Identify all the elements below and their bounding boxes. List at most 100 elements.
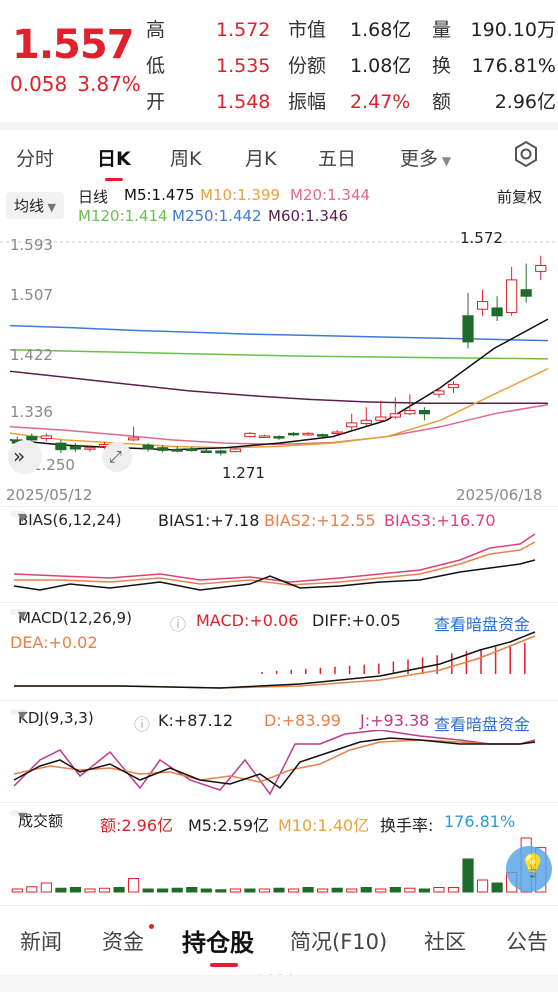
turnover-bar — [98, 887, 111, 893]
candle-body — [476, 300, 489, 310]
value-low: 1.535 — [216, 55, 271, 77]
legend-m20: M20:1.344 — [290, 186, 371, 204]
turnover-bar — [186, 887, 198, 893]
candle-body — [128, 437, 140, 441]
price-tick-5: 1.250 — [32, 456, 75, 474]
tab-more[interactable]: 更多 ▼ — [400, 144, 451, 171]
candle-body — [346, 422, 358, 428]
turnover-bar — [128, 878, 140, 893]
notification-dot — [149, 924, 154, 929]
m250-line — [9, 324, 549, 342]
m60-line — [9, 370, 548, 405]
bias3-value: BIAS3:+16.70 — [384, 511, 496, 530]
macd-chart — [14, 631, 536, 689]
nav-profile-f10[interactable]: 简况(F10) — [290, 930, 388, 954]
bias-select[interactable]: BIAS(6,12,24) ▼ — [10, 511, 121, 529]
turnover-bar — [433, 887, 445, 893]
active-tab-indicator — [210, 963, 238, 967]
diff-value: DIFF:+0.05 — [312, 611, 401, 630]
indicator-select[interactable]: 均线 ▼ — [6, 192, 64, 219]
tab-intraday[interactable]: 分时 — [16, 148, 55, 170]
price-tick-2: 1.507 — [10, 286, 53, 304]
bias2-line — [14, 541, 536, 586]
label-volume: 量 — [432, 19, 452, 41]
candle-body — [535, 265, 547, 272]
assistant-button[interactable]: 💡 — [506, 846, 552, 892]
tab-daily-k[interactable]: 日K — [97, 144, 131, 181]
nav-announcements[interactable]: 公告 — [506, 930, 548, 954]
macd-select[interactable]: MACD(12,26,9) ▼ — [10, 609, 132, 627]
turnover-m5: M5:2.59亿 — [188, 816, 270, 835]
divider — [0, 700, 558, 701]
fullscreen-button[interactable]: ⤢ — [102, 442, 132, 472]
value-volume: 190.10万 — [470, 19, 556, 41]
turnover-bar — [375, 888, 387, 893]
d-value: D:+83.99 — [264, 711, 341, 730]
value-high: 1.572 — [216, 19, 271, 41]
nav-funds[interactable]: 资金 — [102, 930, 144, 954]
value-turnover: 176.81% — [471, 55, 556, 77]
macd-value: MACD:+0.06 — [196, 611, 299, 630]
candle-body — [302, 432, 314, 436]
turnover-bar — [462, 858, 474, 893]
divider — [0, 602, 558, 603]
candle-body — [433, 390, 445, 395]
bias-chart — [13, 533, 536, 591]
divider — [0, 506, 558, 507]
legend-m60: M60:1.346 — [268, 207, 349, 225]
expand-button[interactable]: » — [8, 440, 42, 474]
turnover-bar — [26, 886, 38, 893]
nav-holdings[interactable]: 持仓股 — [182, 929, 254, 957]
nav-news[interactable]: 新闻 — [20, 930, 62, 954]
bias-select-label: BIAS(6,12,24) — [18, 511, 122, 529]
settings-gear-icon[interactable] — [512, 140, 540, 168]
adjust-mode[interactable]: 前复权 — [497, 188, 543, 206]
bias3-line — [13, 533, 536, 583]
candle-body — [462, 315, 474, 343]
candlestick-chart[interactable] — [0, 228, 558, 480]
tab-five-day[interactable]: 五日 — [318, 148, 357, 170]
turnover-bar — [491, 882, 503, 893]
candle-body — [491, 307, 503, 317]
label-amplitude: 振幅 — [288, 91, 327, 113]
candle-body — [157, 447, 169, 451]
candle-body — [142, 444, 154, 450]
quote-col-2: 市值 1.68亿 份额 1.08亿 振幅 2.47% — [288, 12, 411, 120]
caret-down-icon: ▼ — [18, 511, 27, 524]
dark-pool-link[interactable]: 查看暗盘资金 — [434, 615, 531, 634]
turnover-bar — [171, 887, 183, 893]
dark-pool-link[interactable]: 查看暗盘资金 — [434, 715, 531, 734]
section-separator — [0, 122, 558, 130]
nav-community[interactable]: 社区 — [424, 930, 466, 954]
legend-m5: M5:1.475 — [124, 186, 195, 204]
label-high: 高 — [146, 19, 166, 41]
turnover-bar — [11, 888, 23, 893]
candle-body — [55, 442, 67, 451]
tab-weekly-k[interactable]: 周K — [170, 148, 202, 170]
kdj-chart — [13, 730, 536, 796]
price-change: 0.058 3.87% — [10, 72, 151, 96]
candle-body — [171, 449, 183, 452]
content-below — [0, 975, 558, 992]
diff-line — [14, 631, 536, 689]
caret-down-icon: ▼ — [438, 154, 452, 168]
k-line — [13, 737, 536, 790]
j-line — [13, 730, 536, 796]
dea-line — [14, 635, 536, 689]
kdj-select[interactable]: KDJ(9,3,3) ▼ — [10, 709, 94, 727]
candle-body — [404, 409, 416, 415]
value-amplitude: 2.47% — [350, 91, 411, 113]
help-icon[interactable]: ⓘ — [170, 615, 187, 634]
candle-body — [200, 450, 212, 453]
turnover-select[interactable]: 成交额 ▼ — [10, 810, 63, 830]
turnover-rate-label: 换手率: — [380, 816, 434, 835]
turnover-bar — [287, 888, 300, 893]
m120-line — [9, 349, 549, 360]
tab-monthly-k[interactable]: 月K — [245, 148, 277, 170]
high-annotation: 1.572 — [460, 229, 503, 247]
candle-body — [244, 432, 256, 438]
turnover-select-label: 成交额 — [18, 812, 64, 830]
value-mktcap: 1.68亿 — [350, 19, 412, 41]
turnover-bar — [200, 888, 212, 893]
help-icon[interactable]: ⓘ — [134, 715, 151, 734]
